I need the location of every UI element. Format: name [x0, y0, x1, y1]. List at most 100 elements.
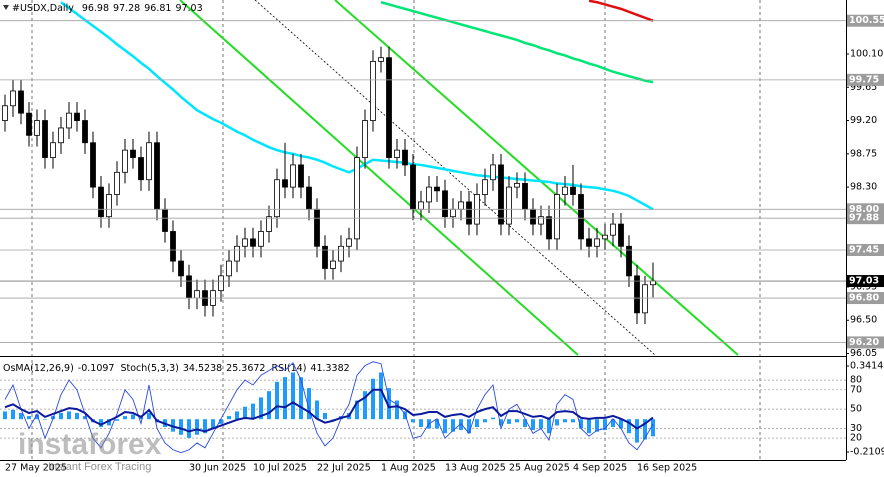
- histogram-bar: [547, 419, 551, 434]
- moving-average: [380, 1, 654, 84]
- candle-body: [98, 186, 104, 218]
- histogram-bar: [643, 419, 647, 440]
- y2-tick-label: 70: [850, 384, 862, 395]
- histogram-bar: [131, 414, 135, 420]
- candle-body: [394, 149, 400, 158]
- candle-body: [18, 90, 24, 114]
- histogram-bar: [331, 419, 335, 420]
- y-tick-label: 96.05: [850, 348, 877, 359]
- candle-body: [250, 238, 256, 247]
- candle-body: [642, 284, 648, 314]
- histogram-bar: [19, 412, 23, 420]
- level-label: 97.88: [849, 213, 879, 224]
- histogram-bar: [523, 419, 527, 427]
- candle-body: [386, 57, 392, 158]
- histogram-bar: [259, 397, 263, 420]
- candle-body: [634, 275, 640, 314]
- histogram-bar: [107, 419, 111, 426]
- header-value: 41.3382: [310, 363, 349, 374]
- header-value: 96.98: [82, 3, 109, 14]
- trend-channel: [179, 0, 739, 356]
- histogram-bar: [275, 381, 279, 420]
- histogram-bar: [219, 419, 223, 424]
- level-label-box: [847, 292, 884, 305]
- histogram-bar: [11, 409, 15, 420]
- x-tick-label: 10 Jul 2025: [253, 463, 307, 474]
- level-label: 96.20: [849, 337, 879, 348]
- candle-body: [338, 245, 344, 262]
- header-value: 34.5238: [183, 363, 222, 374]
- y-tick-label: -0.2109: [850, 447, 884, 458]
- header-value: -0.1097: [78, 363, 115, 374]
- candle-body: [530, 208, 536, 225]
- candle-body: [442, 190, 448, 218]
- level-label: 97.45: [849, 244, 879, 255]
- candle-body: [402, 149, 408, 166]
- level-label-box: [847, 336, 884, 349]
- candle-body: [362, 120, 368, 158]
- candle-body: [162, 208, 168, 232]
- y-tick-label: 96.50: [850, 315, 877, 326]
- candle-body: [346, 238, 352, 247]
- y2-tick-label: 50: [850, 404, 862, 415]
- candle-body: [466, 201, 472, 225]
- candle-body: [26, 112, 32, 136]
- candle-body: [274, 179, 280, 218]
- candle-body: [458, 201, 464, 210]
- candle-body: [282, 179, 288, 188]
- histogram-bar: [619, 419, 623, 429]
- histogram-bar: [627, 419, 631, 434]
- chart-header: #USDX,Daily 96.98 97.28 96.81 97.03: [12, 3, 203, 14]
- candle-body: [426, 186, 432, 203]
- candle-body: [82, 120, 88, 144]
- histogram-bar: [371, 378, 375, 420]
- histogram-bar: [651, 419, 655, 437]
- candle-body: [2, 105, 8, 121]
- header-name: Stoch(5,3,3): [120, 363, 178, 374]
- histogram-bar: [187, 419, 191, 438]
- histogram-bar: [563, 419, 567, 423]
- y-tick-label: 100.10: [850, 48, 883, 59]
- candle-body: [330, 260, 336, 269]
- candle-body: [482, 179, 488, 195]
- candle-body: [570, 186, 576, 195]
- candle-body: [538, 216, 544, 225]
- candle-body: [10, 90, 16, 107]
- candle-body: [66, 112, 72, 129]
- level-label: 96.80: [849, 293, 879, 304]
- histogram-bar: [227, 416, 231, 420]
- candle-body: [434, 186, 440, 192]
- indicator-line: [4, 361, 654, 454]
- x-tick-label: 27 May 2025: [5, 463, 67, 474]
- candle-body: [90, 142, 96, 188]
- level-label: 100.55: [849, 15, 884, 26]
- histogram-bar: [459, 419, 463, 431]
- level-label: 98.00: [849, 204, 879, 215]
- candle-body: [618, 223, 624, 247]
- x-tick-label: 4 Sep 2025: [573, 463, 627, 474]
- histogram-bar: [395, 400, 399, 420]
- header-value: 97.28: [113, 3, 140, 14]
- candle-body: [602, 234, 608, 240]
- candle-body: [554, 194, 560, 240]
- level-label-box: [847, 73, 884, 86]
- candle-body: [138, 157, 144, 181]
- candle-body: [114, 171, 120, 195]
- candle-body: [154, 142, 160, 210]
- candle-body: [578, 194, 584, 240]
- candle-body: [490, 164, 496, 181]
- y2-tick-label: 20: [850, 433, 862, 444]
- histogram-bar: [587, 419, 591, 434]
- histogram-bar: [291, 372, 295, 420]
- level-label-box: [847, 212, 884, 225]
- histogram-bar: [507, 419, 511, 424]
- histogram-bar: [323, 412, 327, 420]
- x-tick-label: 16 Sep 2025: [637, 463, 697, 474]
- candle-body: [626, 245, 632, 277]
- indicator-header: OsMA(12,26,9) -0.1097 Stoch(5,3,3) 34.5238 2…: [3, 363, 350, 374]
- y-tick-label: 0.3414: [850, 361, 883, 372]
- candle-body: [506, 186, 512, 225]
- candle-body: [290, 164, 296, 188]
